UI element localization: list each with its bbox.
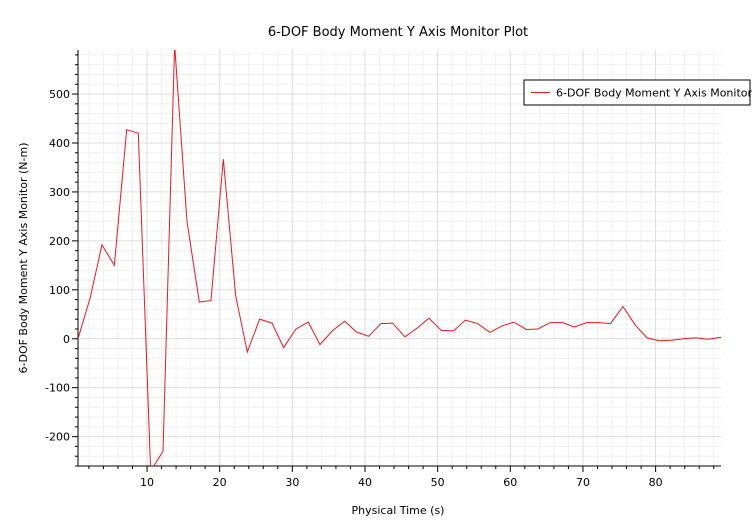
legend: 6-DOF Body Moment Y Axis Monitor (523, 79, 752, 106)
axes: 10 20 30 40 50 60 70 80 -200 -100 0 100 200 300 400 500 (45, 50, 721, 489)
series-line-0 (78, 50, 721, 466)
y-axis-label: 6-DOF Body Moment Y Axis Monitor (N-m) (17, 142, 30, 373)
plot-area: 10 20 30 40 50 60 70 80 -200 -100 0 100 200 300 400 500 (45, 50, 721, 489)
y-tick-label: -200 (45, 431, 70, 444)
y-tick-label: 200 (49, 235, 70, 248)
y-tick-label: 300 (49, 186, 70, 199)
y-tick-label: -100 (45, 382, 70, 395)
legend-box (523, 79, 751, 106)
x-tick-label: 60 (503, 476, 517, 489)
x-tick-label: 70 (576, 476, 590, 489)
plot-background (78, 50, 721, 466)
series-lines (78, 50, 721, 466)
chart-title: 6-DOF Body Moment Y Axis Monitor Plot (268, 25, 528, 40)
x-tick-label: 20 (213, 476, 227, 489)
x-tick-label: 80 (649, 476, 663, 489)
x-tick-label: 40 (358, 476, 372, 489)
x-tick-label: 30 (285, 476, 299, 489)
y-tick-label: 0 (63, 333, 70, 346)
x-tick-label: 10 (140, 476, 154, 489)
grid-lines (78, 50, 721, 467)
y-tick-label: 500 (49, 88, 70, 101)
x-tick-label: 50 (431, 476, 445, 489)
legend-entry: 6-DOF Body Moment Y Axis Monitor (556, 87, 752, 100)
y-tick-label: 400 (49, 137, 70, 150)
y-tick-label: 100 (49, 284, 70, 297)
x-axis-label: Physical Time (s) (352, 504, 445, 517)
